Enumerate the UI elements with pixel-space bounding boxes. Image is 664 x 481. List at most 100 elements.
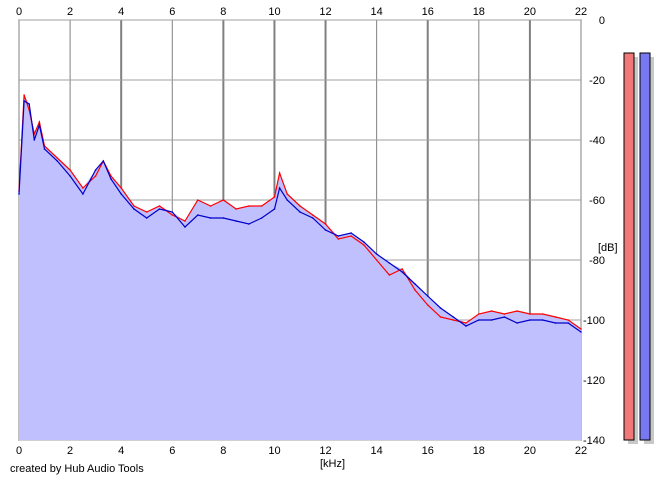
data-point [401, 268, 404, 270]
data-point [56, 160, 59, 162]
data-point [23, 100, 25, 102]
data-point [235, 220, 237, 222]
data-point [375, 259, 378, 261]
data-point [145, 217, 148, 219]
data-point [94, 175, 97, 177]
x-tick-label-bottom: 12 [319, 445, 331, 457]
y-tick-label: 0 [599, 15, 605, 27]
data-point [439, 316, 442, 318]
data-point [375, 253, 378, 255]
data-point [516, 322, 518, 324]
data-point [503, 316, 506, 318]
y-tick-label: -60 [589, 195, 605, 207]
x-tick-label-top: 22 [575, 6, 587, 18]
data-point [184, 220, 186, 222]
spectrum-fill-area [19, 95, 581, 440]
data-point [529, 319, 531, 321]
data-point [478, 313, 480, 315]
x-tick-label-top: 12 [319, 6, 331, 18]
data-point [516, 310, 518, 312]
data-point [69, 169, 71, 171]
y-tick-label: -120 [583, 375, 605, 387]
y-tick-label: -100 [583, 315, 605, 327]
spectrum-fill [19, 95, 581, 440]
x-tick-label-bottom: 14 [371, 445, 383, 457]
x-tick-label-bottom: 22 [575, 445, 587, 457]
data-point [222, 217, 225, 219]
data-point [554, 316, 557, 318]
data-point [171, 211, 174, 213]
x-tick-label-top: 6 [169, 6, 175, 18]
x-tick-label-top: 10 [268, 6, 280, 18]
x-tick-label-bottom: 8 [220, 445, 226, 457]
data-point [278, 187, 281, 189]
data-point [82, 187, 84, 189]
x-tick-label-bottom: 16 [422, 445, 434, 457]
data-point [299, 211, 301, 213]
series-lines [18, 94, 582, 333]
data-point [580, 328, 582, 330]
data-point [260, 205, 263, 207]
data-point [110, 178, 112, 180]
data-point [426, 295, 429, 297]
data-point [94, 169, 97, 171]
data-point [541, 313, 544, 315]
y-axis-tick-labels: 0 -20 -40 -60 -80 -100 -120 -140 [583, 15, 605, 447]
data-point [273, 196, 276, 198]
level-meter-bar [639, 52, 651, 441]
y-tick-label: -140 [583, 435, 605, 447]
data-point [567, 319, 569, 321]
data-point [299, 205, 301, 207]
x-tick-label-bottom: 4 [118, 445, 124, 457]
series-line-2 [18, 99, 582, 333]
data-point [171, 214, 174, 216]
credit-text: created by Hub Audio Tools [10, 463, 144, 475]
data-point [120, 187, 122, 189]
x-tick-label-top: 0 [16, 6, 22, 18]
data-point [43, 148, 46, 150]
x-tick-label-bottom: 2 [67, 445, 73, 457]
data-point [465, 325, 467, 327]
data-point [426, 304, 429, 306]
data-point [222, 199, 225, 201]
data-point [184, 226, 186, 228]
data-point [209, 217, 212, 219]
data-point [452, 319, 455, 321]
data-point [580, 331, 582, 333]
data-point [23, 94, 25, 96]
data-point [503, 313, 506, 315]
x-tick-label-top: 14 [371, 6, 383, 18]
data-point [120, 193, 122, 195]
data-point [158, 205, 161, 207]
x-tick-label-top: 16 [422, 6, 434, 18]
data-point [145, 211, 148, 213]
data-point [490, 319, 493, 321]
data-point [110, 175, 112, 177]
data-point [363, 241, 365, 243]
data-point [363, 244, 365, 246]
data-point [312, 217, 314, 219]
y-tick-label: -20 [589, 75, 605, 87]
data-point [38, 121, 41, 123]
data-point [541, 319, 544, 321]
data-point [388, 262, 391, 264]
data-point [69, 175, 71, 177]
x-tick-label-top: 4 [118, 6, 124, 18]
data-point [414, 289, 416, 291]
data-point [197, 199, 199, 201]
x-tick-label-bottom: 10 [268, 445, 280, 457]
data-point [478, 319, 480, 321]
level-meter-bar [623, 52, 635, 441]
x-tick-label-top: 8 [220, 6, 226, 18]
y-tick-label: -80 [589, 255, 605, 267]
data-point [337, 235, 340, 237]
x-axis-label: [kHz] [320, 458, 345, 470]
data-point [82, 193, 84, 195]
data-point [56, 157, 59, 159]
y-axis-label: [dB] [598, 242, 618, 254]
data-point [337, 238, 340, 240]
data-point [278, 172, 281, 174]
data-point [286, 199, 289, 201]
